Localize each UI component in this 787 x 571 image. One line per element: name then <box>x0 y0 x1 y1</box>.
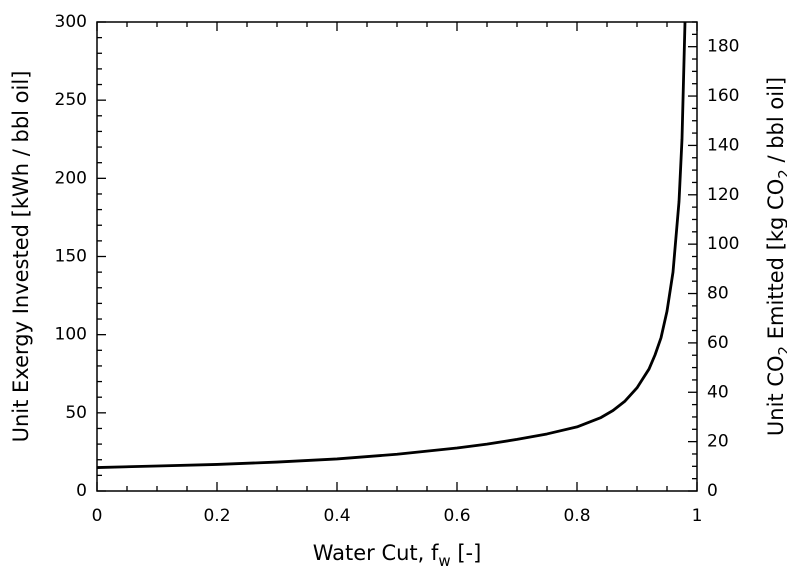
tick-labels-group: 0 0.2 0.4 0.6 0.8 105010015020025030002040608… <box>55 12 740 526</box>
y-tick-label: 100 <box>55 325 87 345</box>
y2-tick-label: 100 <box>707 234 739 254</box>
x-tick-label: 0.4 <box>323 506 350 526</box>
y2-axis-title-post2: / bbl oil] <box>764 77 787 169</box>
y-tick-label: 300 <box>55 12 87 32</box>
y-tick-label: 250 <box>55 90 87 110</box>
y2-tick-label: 180 <box>707 37 739 57</box>
y2-tick-label: 120 <box>707 185 739 205</box>
ticks-group <box>96 21 698 492</box>
x-axis-title: Water Cut, fw [-] <box>313 541 482 570</box>
y2-tick-label: 160 <box>707 86 739 106</box>
plot-area <box>96 21 698 492</box>
y2-tick-label: 0 <box>707 481 718 501</box>
x-tick-label: 0.8 <box>563 506 590 526</box>
x-axis-title-main: Water Cut, f <box>313 541 439 565</box>
y2-axis-title-pre: Unit CO <box>764 355 787 436</box>
y2-axis-title-sub: 2 <box>775 346 787 356</box>
x-axis-title-unit: [-] <box>451 541 482 565</box>
x-tick-label: 0 <box>92 506 103 526</box>
y2-tick-label: 60 <box>707 333 729 353</box>
series-line <box>96 21 687 469</box>
y2-axis-title-sub2: 2 <box>775 169 787 179</box>
y2-axis-title: Unit CO2 Emitted [kg CO2 / bbl oil] <box>764 77 787 436</box>
y2-tick-label: 40 <box>707 382 729 402</box>
y-tick-label: 150 <box>55 247 87 267</box>
y2-tick-label: 20 <box>707 432 729 452</box>
y-tick-label: 200 <box>55 168 87 188</box>
y-tick-label: 0 <box>76 481 87 501</box>
y-tick-label: 50 <box>65 403 87 423</box>
x-tick-label: 0.2 <box>203 506 230 526</box>
x-tick-label: 1 <box>692 506 703 526</box>
y2-axis-title-post: Emitted [kg CO <box>764 179 787 346</box>
x-tick-label: 0.6 <box>443 506 470 526</box>
y-axis-title: Unit Exergy Invested [kWh / bbl oil] <box>9 71 33 443</box>
x-axis-title-sub: w <box>438 552 450 570</box>
y2-tick-label: 140 <box>707 135 739 155</box>
plot-frame <box>96 21 698 492</box>
y2-tick-label: 80 <box>707 284 729 304</box>
